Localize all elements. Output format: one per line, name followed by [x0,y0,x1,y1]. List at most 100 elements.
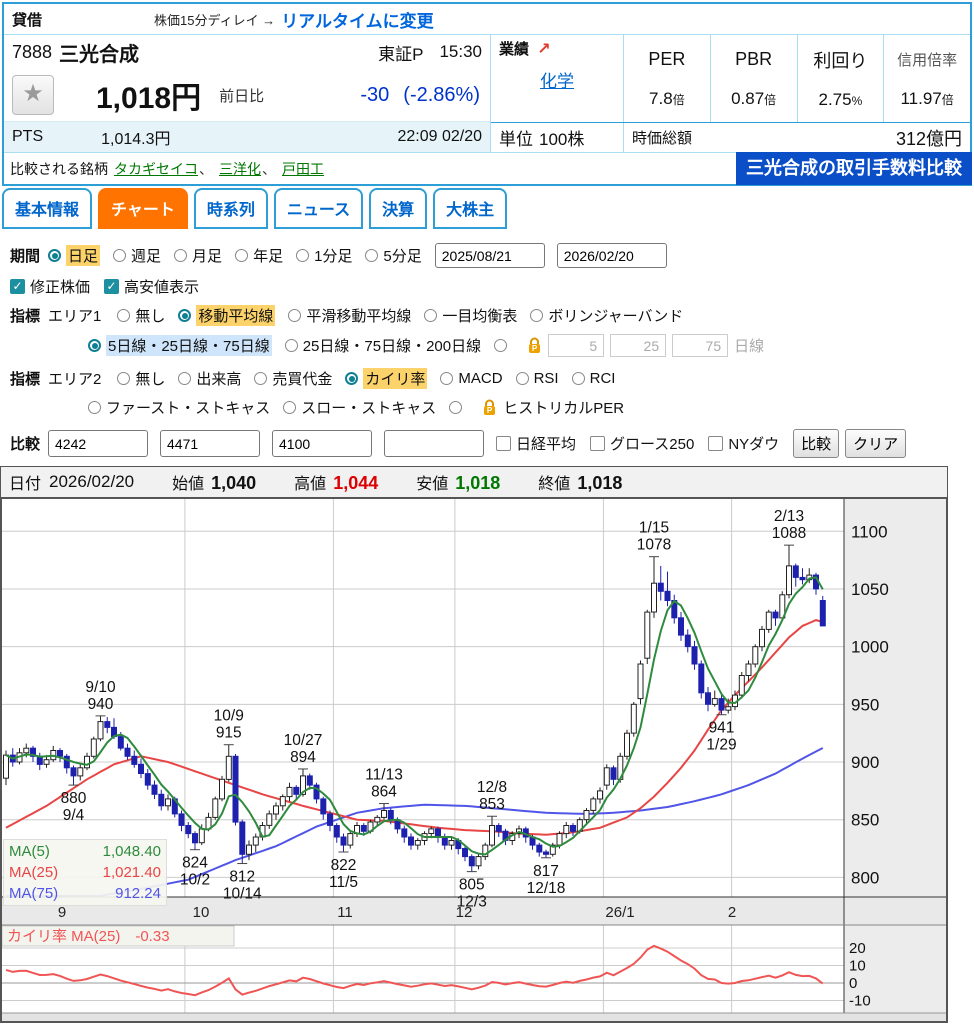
tab-news[interactable]: ニュース [273,188,364,229]
trading-unit: 単位 100株 [491,123,624,152]
radio-icon [178,372,192,385]
tab-chart[interactable]: チャート [98,188,188,229]
pts-time: 22:09 02/20 [397,128,482,145]
radio-period-yearly[interactable]: 年足 [235,245,283,266]
stat-per-value: 7.8倍 [649,88,685,108]
related-stock-link[interactable]: 三洋化 [219,159,276,179]
related-stock-link[interactable]: 戸田工 [282,160,324,177]
ma-period-2-input[interactable] [610,334,667,357]
svg-text:10: 10 [193,904,210,921]
checkbox-high-low-display[interactable]: 高安値表示 [104,276,199,297]
compare-button[interactable]: 比較 [793,429,840,458]
checkbox-growth250[interactable]: グロース250 [590,433,694,454]
svg-text:P: P [487,406,493,415]
compare-code-2-input[interactable] [160,430,261,457]
radio-ma-25-75-200[interactable]: 25日線・75日線・200日線 [284,335,481,356]
svg-text:822: 822 [331,857,357,874]
svg-text:9/10: 9/10 [85,679,116,696]
svg-text:12/18: 12/18 [527,880,566,897]
svg-text:10/9: 10/9 [214,708,244,725]
radio-ma-custom[interactable] [494,339,512,352]
compare-code-1-input[interactable] [48,430,149,457]
svg-text:20: 20 [849,940,866,957]
svg-text:940: 940 [88,696,114,713]
favorite-star-button[interactable] [12,75,54,115]
tab-major-holders[interactable]: 大株主 [433,188,508,229]
svg-text:11/13: 11/13 [365,767,403,784]
svg-text:1/15: 1/15 [639,520,669,537]
svg-text:817: 817 [533,863,559,880]
tab-time-series[interactable]: 時系列 [193,188,268,229]
date-to-input[interactable] [556,243,667,268]
radio-icon [283,401,297,414]
change-label: 前日比 [219,87,265,105]
tab-earnings[interactable]: 決算 [369,188,428,229]
compare-code-3-input[interactable] [272,430,373,457]
radio-historical-per[interactable] [449,401,467,414]
stat-yield-label: 利回り [813,51,868,72]
svg-text:853: 853 [479,796,505,813]
radio-ind2-none[interactable]: 無し [117,368,165,389]
ma-period-1-input[interactable] [548,334,605,357]
clear-button[interactable]: クリア [845,429,907,458]
ma-period-3-input[interactable] [672,334,729,357]
radio-ind2-kairi[interactable]: カイリ率 [345,368,428,389]
radio-ind2-macd[interactable]: MACD [440,370,503,387]
compare-code-4-input[interactable] [384,430,485,457]
checkbox-nikkei[interactable]: 日経平均 [496,433,576,454]
high-value: 1,044 [333,473,379,493]
svg-text:1000: 1000 [851,638,889,657]
ma-period-suffix: 日線 [734,338,765,355]
radio-icon [235,249,249,262]
radio-ind2-rsi[interactable]: RSI [515,370,559,387]
ma-legend: MA(5) 1,048.40 MA(25) 1,021.40 MA(75) 912.2… [3,839,167,906]
tab-basic-info[interactable]: 基本情報 [2,188,93,229]
radio-period-daily[interactable]: 日足 [48,245,101,266]
date-from-input[interactable] [434,243,545,268]
pts-label: PTS [12,128,44,145]
radio-period-1min[interactable]: 1分足 [296,245,352,266]
pts-price: 1,014.3円 [101,131,171,148]
svg-text:1100: 1100 [851,522,888,541]
radio-icon [88,401,101,414]
realtime-link[interactable]: リアルタイムに変更 [281,11,434,31]
svg-text:1/29: 1/29 [706,737,736,754]
radio-period-monthly[interactable]: 月足 [174,245,222,266]
radio-icon [345,372,359,385]
radio-ind2-rci[interactable]: RCI [571,370,615,387]
radio-icon [440,372,454,385]
svg-text:2: 2 [728,904,736,921]
market-cap: 時価総額 312億円 [632,128,962,149]
radio-ind2-turnover[interactable]: 売買代金 [254,368,332,389]
chart-widget: 日付 2026/02/20 始値 1,040 高値 1,044 安値 1,018 終値… [0,466,948,1023]
radio-period-5min[interactable]: 5分足 [365,245,422,266]
ma75-label: MA(75) [9,885,59,902]
radio-fast-stochastics[interactable]: ファースト・ストキャス [88,397,270,418]
checkbox-nydow[interactable]: NYダウ [708,433,779,454]
radio-slow-stochastics[interactable]: スロー・ストキャス [283,397,436,418]
radio-ind1-moving-average[interactable]: 移動平均線 [178,305,276,326]
radio-ind1-smoothed-ma[interactable]: 平滑移動平均線 [288,305,411,326]
radio-period-weekly[interactable]: 週足 [113,245,161,266]
stat-margin-ratio-value: 11.97倍 [900,88,954,108]
svg-text:880: 880 [61,790,87,807]
radio-ma-5-25-75[interactable]: 5日線・25日線・75日線 [88,335,272,356]
radio-ind1-ichimoku[interactable]: 一目均衡表 [424,305,517,326]
fee-compare-button[interactable]: 三光合成の取引手数料比較 [736,152,972,185]
svg-text:12/3: 12/3 [457,894,487,911]
margin-trading-label: 貸借 [12,11,43,29]
stock-code: 7888 [12,41,53,62]
radio-ind2-volume[interactable]: 出来高 [178,368,241,389]
svg-text:850: 850 [851,811,879,830]
radio-ind1-none[interactable]: 無し [117,305,165,326]
related-stock-link[interactable]: タカギセイコ [114,159,213,179]
svg-text:812: 812 [229,869,255,886]
radio-ind1-bollinger[interactable]: ボリンジャーバンド [530,305,683,326]
svg-text:カイリ率 MA(25) -0.33: カイリ率 MA(25) -0.33 [7,928,170,945]
checkbox-adjusted-price[interactable]: 修正株価 [10,276,90,297]
sector-link[interactable]: 化学 [540,72,574,91]
radio-icon [174,249,188,262]
stat-pbr-value: 0.87倍 [731,88,777,108]
radio-icon [254,372,268,385]
quote-time: 15:30 [439,42,482,61]
